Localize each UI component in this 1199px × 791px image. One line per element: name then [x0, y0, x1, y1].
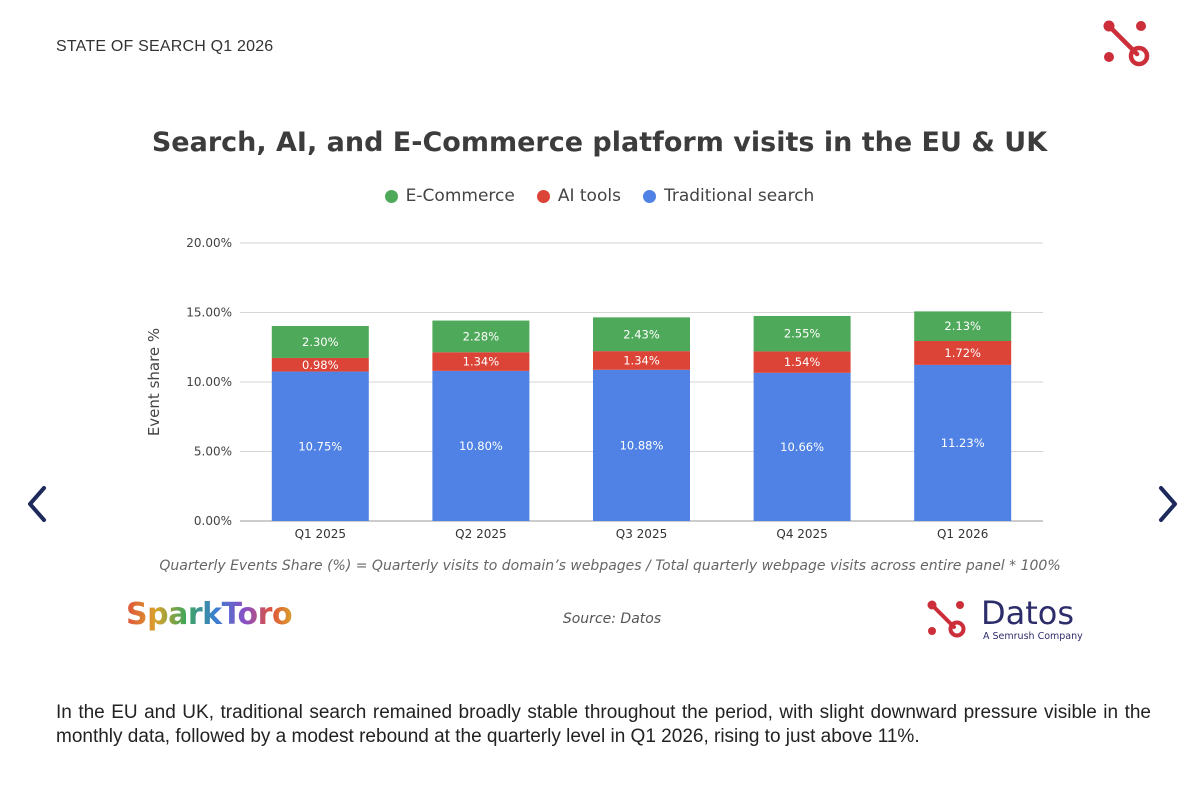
legend-label-traditional-search: Traditional search [663, 186, 815, 206]
legend-swatch-ai-tools [536, 189, 550, 203]
bar-segment-ai-tools [593, 351, 690, 370]
document-label: STATE OF SEARCH Q1 2026 [56, 38, 274, 55]
sparktoro-logo-text: SparkToro [126, 597, 293, 632]
x-tick-label: Q1 2025 [295, 527, 346, 541]
data-label: 2.43% [623, 327, 660, 341]
data-label: 2.13% [944, 319, 981, 333]
y-axis-label: Event share % [145, 328, 163, 436]
data-label: 1.54% [784, 355, 821, 369]
body-paragraph: In the EU and UK, traditional search rem… [56, 702, 1151, 747]
bar-segment-traditional-search [593, 369, 690, 521]
bar-segment-ecommerce [753, 315, 851, 352]
data-label: 1.34% [463, 355, 500, 369]
legend-swatch-ecommerce [384, 189, 398, 203]
bar-segment-ecommerce [593, 317, 690, 352]
data-label: 1.72% [944, 346, 981, 360]
y-tick-label: 20.00% [186, 236, 232, 250]
data-label: 2.30% [302, 335, 339, 349]
y-tick-label: 5.00% [194, 445, 232, 459]
legend-item-traditional-search: Traditional search [642, 186, 815, 206]
chart-title: Search, AI, and E-Commerce platform visi… [151, 127, 1048, 158]
bar-segment-ai-tools [753, 351, 851, 373]
x-tick-label: Q4 2025 [776, 527, 827, 541]
y-tick-label: 0.00% [194, 514, 232, 528]
y-tick-label: 15.00% [186, 306, 232, 320]
bar-segment-ecommerce [914, 311, 1012, 341]
bar-segment-ecommerce [271, 325, 369, 358]
sparktoro-node-icon [1103, 20, 1150, 67]
data-label: 10.80% [459, 439, 503, 453]
legend-item-ecommerce: E-Commerce [384, 186, 515, 206]
bar-segment-ai-tools [432, 352, 530, 371]
x-tick-label: Q2 2025 [455, 527, 506, 541]
bar-segment-ai-tools [914, 340, 1012, 365]
formula-note: Quarterly Events Share (%) = Quarterly v… [159, 558, 1061, 574]
legend-swatch-traditional-search [642, 189, 656, 203]
source-note: Source: Datos [562, 611, 662, 627]
bar-segment-traditional-search [753, 372, 851, 521]
chevron-right-icon[interactable] [1153, 484, 1181, 524]
y-tick-label: 10.00% [186, 375, 232, 389]
data-label: 2.28% [463, 329, 500, 343]
legend-label-ai-tools: AI tools [557, 186, 621, 206]
data-label: 2.55% [784, 327, 821, 341]
bar-segment-ai-tools [271, 357, 369, 372]
data-label: 11.23% [941, 436, 985, 450]
data-label: 10.66% [780, 440, 824, 454]
sparktoro-logo: SparkToro [126, 597, 293, 632]
x-tick-label: Q1 2026 [937, 527, 988, 541]
x-tick-label: Q3 2025 [616, 527, 667, 541]
datos-logo-subtitle: A Semrush Company [983, 631, 1083, 642]
data-label: 10.88% [620, 438, 664, 452]
data-label: 1.34% [623, 353, 660, 367]
bar-segment-traditional-search [914, 364, 1012, 521]
legend-label-ecommerce: E-Commerce [405, 186, 515, 206]
data-label: 0.98% [302, 358, 339, 372]
bar-segment-ecommerce [432, 320, 530, 353]
bar-segment-traditional-search [432, 370, 530, 521]
chevron-left-icon[interactable] [24, 484, 52, 524]
datos-logo: Datos A Semrush Company [924, 594, 1104, 645]
datos-node-icon [927, 600, 966, 638]
datos-logo-text: Datos [981, 594, 1075, 632]
bar-segment-traditional-search [271, 371, 369, 521]
chart-legend: E-Commerce AI tools Traditional search [0, 186, 1199, 206]
data-label: 10.75% [298, 439, 342, 453]
legend-item-ai-tools: AI tools [536, 186, 621, 206]
